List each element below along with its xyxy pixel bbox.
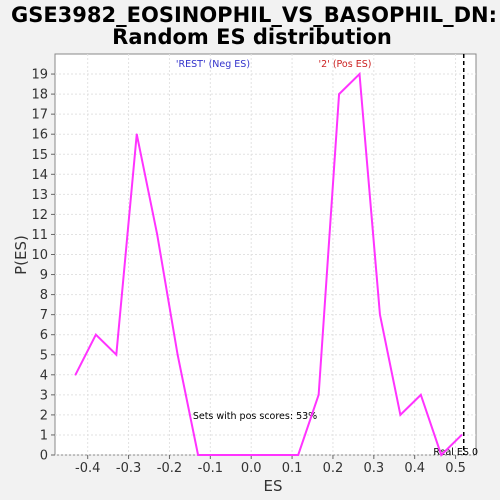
x-tick-label: 0.4 — [404, 461, 425, 476]
data-point — [176, 353, 179, 356]
y-tick-label: 15 — [31, 148, 48, 163]
y-tick-label: 7 — [40, 308, 48, 323]
data-point — [197, 454, 199, 456]
x-axis-label: ES — [264, 477, 283, 495]
data-point — [460, 434, 463, 436]
data-point — [135, 133, 138, 135]
data-point — [217, 454, 220, 456]
series-group — [74, 71, 463, 457]
neg-es-label: 'REST' (Neg ES) — [176, 59, 250, 70]
y-tick-label: 3 — [40, 388, 48, 403]
data-point — [279, 454, 281, 456]
y-axis-label: P(ES) — [12, 235, 30, 275]
y-tick-label: 19 — [31, 68, 48, 83]
x-tick-label: -0.4 — [75, 461, 100, 476]
x-tick-label: 0.2 — [323, 461, 344, 476]
x-tick-label: 0.1 — [282, 461, 303, 476]
chart-title-line2: Random ES distribution — [112, 25, 392, 49]
y-tick-label: 10 — [31, 248, 48, 263]
data-point — [95, 333, 97, 336]
chart-title-line1: GSE3982_EOSINOPHIL_VS_BASOPHIL_DN: — [11, 3, 497, 27]
x-tick-label: 0.5 — [445, 461, 466, 476]
y-tick-label: 1 — [40, 428, 48, 443]
y-tick-label: 0 — [40, 449, 48, 464]
pos-es-label: '2' (Pos ES) — [319, 59, 372, 70]
x-tick-label: -0.3 — [116, 461, 141, 476]
x-tick-label: 0.3 — [363, 461, 384, 476]
data-point — [317, 394, 320, 396]
y-tick-label: 16 — [31, 128, 48, 143]
y-tick-label: 4 — [40, 368, 48, 383]
y-tick-label: 13 — [31, 188, 48, 203]
y-tick-label: 9 — [40, 268, 48, 283]
y-tick-label: 8 — [40, 288, 48, 303]
data-point — [440, 454, 443, 456]
y-tick-label: 5 — [40, 348, 48, 363]
y-tick-label: 17 — [31, 108, 48, 123]
y-tick-label: 11 — [31, 228, 48, 243]
x-tick-label: -0.1 — [198, 461, 223, 476]
pos-scores-annotation: Sets with pos scores: 53% — [193, 411, 317, 422]
data-point — [258, 454, 261, 456]
y-tick-label: 6 — [40, 328, 48, 343]
data-point — [338, 93, 340, 95]
data-point — [115, 353, 118, 356]
series-line — [74, 71, 463, 457]
x-axis: -0.4 -0.3 -0.2 -0.1 0.0 0.1 0.2 0.3 0.4 0.5 — [75, 455, 466, 476]
y-tick-label: 14 — [31, 168, 48, 183]
data-point — [156, 233, 158, 236]
data-point — [399, 414, 402, 416]
y-tick-label: 2 — [40, 408, 48, 423]
data-point — [297, 454, 299, 456]
data-point — [379, 313, 381, 316]
x-tick-label: 0.0 — [241, 461, 262, 476]
data-point — [358, 73, 361, 75]
data-point — [238, 454, 240, 456]
x-tick-label: -0.2 — [157, 461, 182, 476]
data-point — [420, 394, 422, 396]
data-point — [74, 374, 77, 376]
real-es-label: Real ES 0 — [433, 447, 478, 458]
y-tick-label: 18 — [31, 88, 48, 103]
grid-lines — [55, 54, 476, 456]
y-tick-label: 12 — [31, 208, 48, 223]
